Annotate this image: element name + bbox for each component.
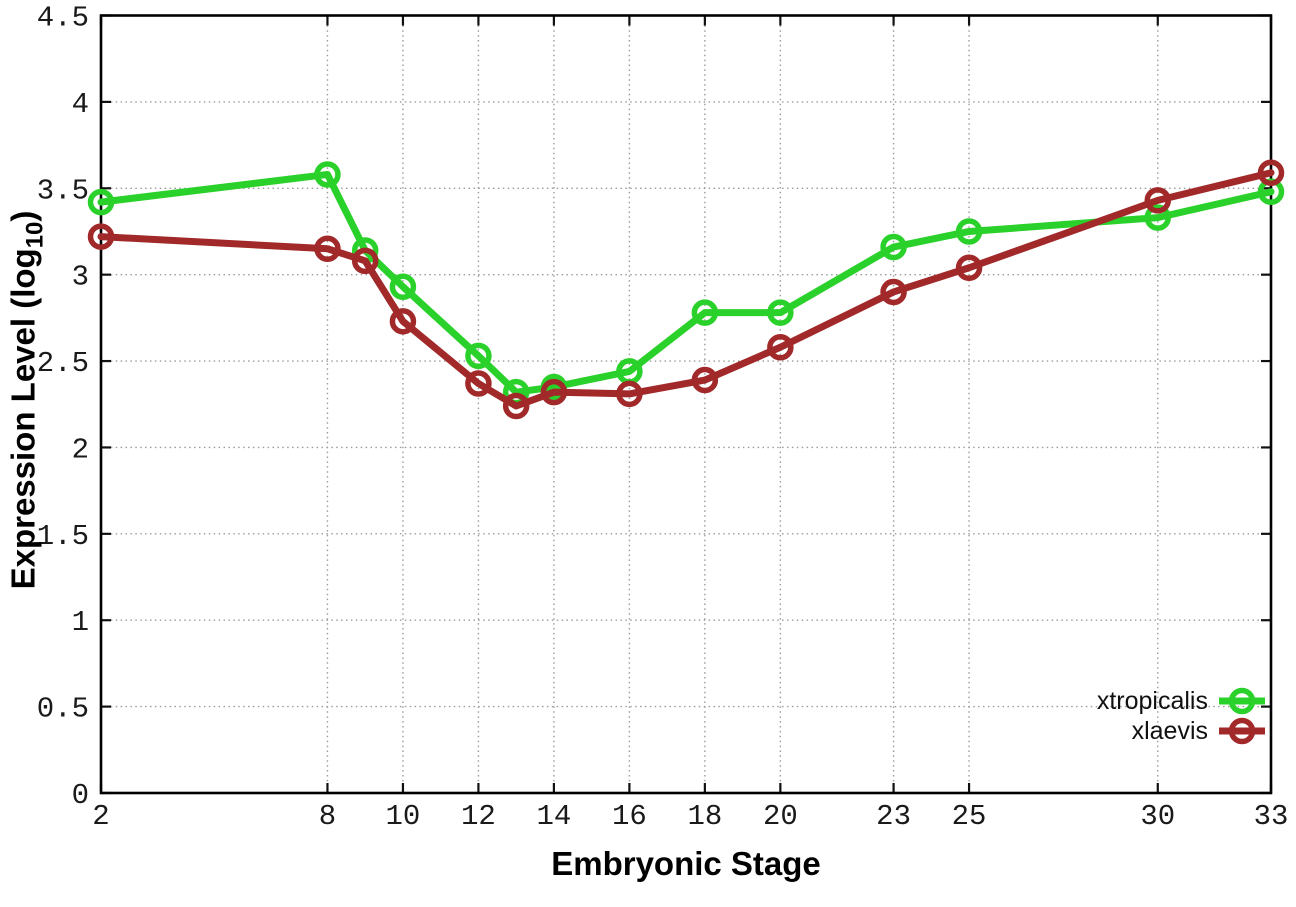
- series-xtropicalis: [87, 161, 1285, 406]
- data-point-marker: [465, 370, 492, 397]
- legend-item-xtropicalis: xtropicalis: [1097, 686, 1268, 716]
- data-point-marker: [1257, 159, 1285, 186]
- y-tick-label: 1: [72, 606, 89, 639]
- data-point-marker: [880, 233, 907, 261]
- x-tick-label: 33: [1254, 800, 1289, 833]
- y-tick-label: 4.5: [37, 2, 89, 35]
- data-point-marker: [767, 333, 794, 361]
- plot-border: [99, 14, 1273, 795]
- y-tick-label: 1.5: [37, 520, 89, 553]
- data-point-marker: [389, 308, 417, 335]
- x-tick-label: 23: [876, 800, 911, 833]
- x-tick-label: 30: [1140, 800, 1175, 833]
- x-tick-label: 10: [386, 800, 421, 833]
- data-point-marker: [880, 278, 907, 306]
- series-line: [97, 169, 1275, 410]
- y-tick-label: 0: [72, 779, 89, 812]
- series-line: [97, 170, 1275, 396]
- data-point-marker: [314, 161, 341, 188]
- data-point-marker: [691, 299, 719, 326]
- x-tick-label: 12: [461, 800, 496, 833]
- data-point-marker: [465, 342, 492, 370]
- legend-line-marker-icon: [1219, 717, 1265, 745]
- data-point-marker: [314, 235, 341, 262]
- data-point-marker: [1144, 204, 1172, 231]
- data-point-marker: [1144, 187, 1172, 214]
- y-axis-title-suffix: ): [4, 210, 42, 222]
- legend-label-xlaevis: xlaevis: [1131, 716, 1208, 745]
- x-tick-label: 20: [763, 800, 798, 833]
- axis-ticks: [99, 14, 1273, 795]
- gridlines: [101, 15, 1271, 793]
- x-tick-label: 25: [952, 800, 987, 833]
- x-tick-label: 14: [536, 800, 571, 833]
- legend-label-xtropicalis: xtropicalis: [1096, 686, 1208, 715]
- x-tick-label: 2: [92, 800, 109, 833]
- data-point-marker: [691, 366, 719, 394]
- x-tick-label: 18: [687, 800, 722, 833]
- x-tick-label: 16: [612, 800, 647, 833]
- y-axis-title: Expression Level (log10): [5, 211, 50, 590]
- series-xlaevis: [87, 159, 1285, 420]
- data-point-marker: [87, 223, 115, 250]
- data-point-marker: [767, 299, 794, 326]
- y-axis-title-subscript: 10: [21, 221, 49, 249]
- y-axis-title-text: Expression Level (log: [4, 248, 42, 590]
- tick-labels: 2 8 10 12 14 16 18 20 23 25 30 33 0 0.5 1 1.5 2 2.5 3 3.5 4 4…: [37, 2, 1289, 834]
- y-tick-label: 3.5: [37, 174, 89, 207]
- data-point-marker: [87, 188, 115, 216]
- data-point-marker: [351, 247, 379, 275]
- legend-line-marker-icon: [1219, 687, 1265, 715]
- y-tick-label: 2: [72, 433, 89, 466]
- legend: xtropicalis xlaevis: [1097, 686, 1268, 746]
- y-tick-label: 0.5: [37, 693, 89, 726]
- y-tick-label: 3: [72, 261, 89, 294]
- data-point-marker: [616, 380, 643, 408]
- data-point-marker: [389, 273, 417, 301]
- data-point-marker: [955, 218, 983, 245]
- y-tick-label: 2.5: [37, 347, 89, 380]
- legend-item-xlaevis: xlaevis: [1132, 716, 1268, 746]
- data-point-marker: [540, 378, 568, 406]
- x-tick-label: 8: [319, 800, 336, 833]
- x-axis-title: Embryonic Stage: [551, 845, 821, 882]
- data-point-marker: [955, 254, 983, 282]
- data-point-marker: [502, 392, 530, 420]
- y-tick-label: 4: [72, 88, 89, 121]
